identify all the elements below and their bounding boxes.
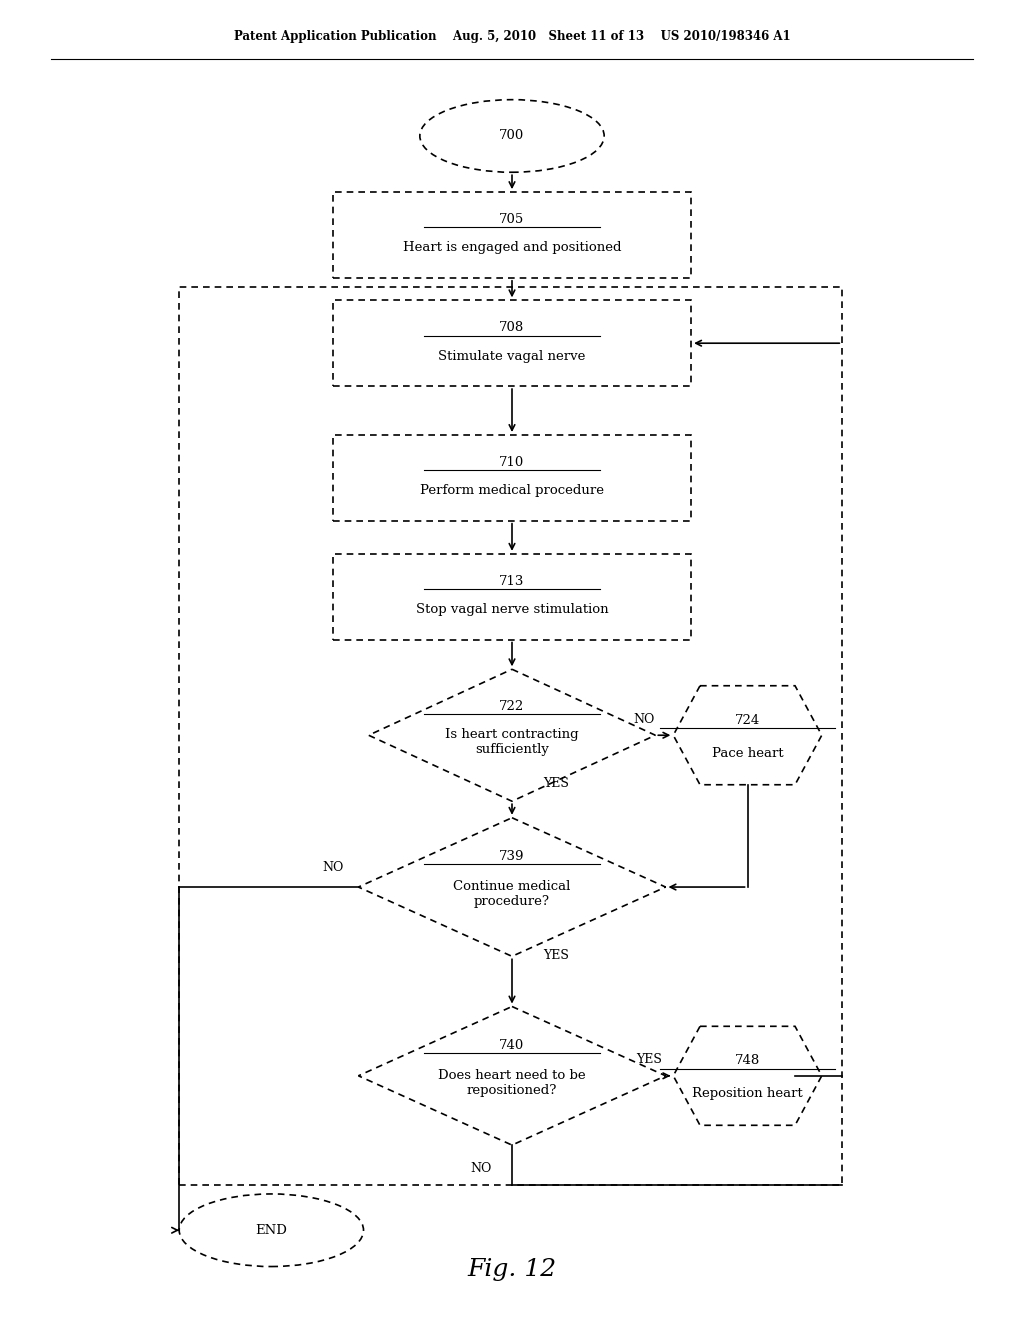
Text: Patent Application Publication    Aug. 5, 2010   Sheet 11 of 13    US 2010/19834: Patent Application Publication Aug. 5, 2…: [233, 30, 791, 44]
Text: YES: YES: [543, 949, 568, 961]
Text: 705: 705: [500, 213, 524, 226]
Text: Perform medical procedure: Perform medical procedure: [420, 484, 604, 498]
Text: Pace heart: Pace heart: [712, 747, 783, 759]
Text: END: END: [255, 1224, 288, 1237]
Text: NO: NO: [323, 861, 343, 874]
Text: 708: 708: [500, 321, 524, 334]
Text: Does heart need to be
repositioned?: Does heart need to be repositioned?: [438, 1069, 586, 1097]
Text: 713: 713: [500, 574, 524, 587]
Text: 739: 739: [500, 850, 524, 863]
Text: 740: 740: [500, 1039, 524, 1052]
Text: YES: YES: [543, 776, 568, 789]
Text: NO: NO: [633, 713, 654, 726]
Text: YES: YES: [636, 1053, 662, 1067]
Text: Fig. 12: Fig. 12: [467, 1258, 557, 1282]
Text: Heart is engaged and positioned: Heart is engaged and positioned: [402, 242, 622, 255]
Text: Continue medical
procedure?: Continue medical procedure?: [454, 880, 570, 908]
Text: 748: 748: [735, 1055, 760, 1068]
Text: 724: 724: [735, 714, 760, 727]
Text: Reposition heart: Reposition heart: [692, 1088, 803, 1100]
Text: Is heart contracting
sufficiently: Is heart contracting sufficiently: [445, 727, 579, 756]
Text: 710: 710: [500, 455, 524, 469]
Text: 722: 722: [500, 700, 524, 713]
Text: 700: 700: [500, 129, 524, 143]
Text: Stimulate vagal nerve: Stimulate vagal nerve: [438, 350, 586, 363]
Text: Stop vagal nerve stimulation: Stop vagal nerve stimulation: [416, 603, 608, 616]
Text: NO: NO: [471, 1163, 492, 1175]
